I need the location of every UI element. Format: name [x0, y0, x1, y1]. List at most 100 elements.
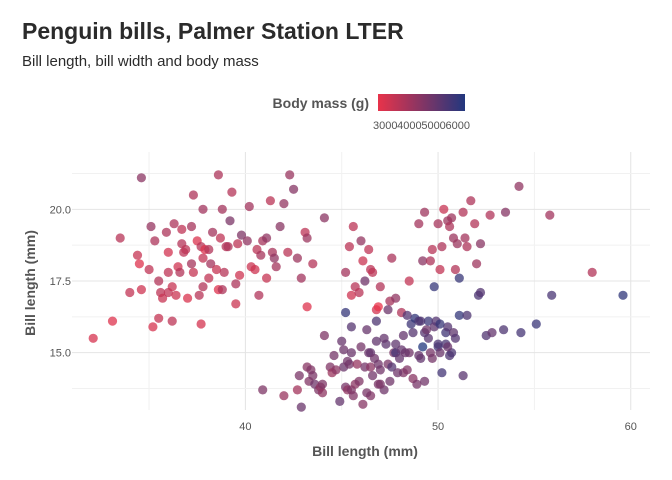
data-point: [335, 396, 345, 406]
data-point: [346, 290, 356, 300]
data-point: [132, 250, 143, 260]
data-point: [231, 279, 241, 289]
data-point: [169, 219, 179, 229]
data-point: [356, 236, 366, 246]
data-point: [369, 353, 380, 363]
data-points: [88, 170, 628, 412]
data-point: [433, 219, 443, 229]
data-point: [292, 253, 302, 263]
data-point: [373, 302, 383, 312]
data-point: [154, 313, 164, 323]
data-point: [144, 264, 154, 275]
y-tick-label: 17.5: [50, 276, 71, 288]
data-point: [256, 250, 266, 260]
legend-title: Body mass (g): [273, 95, 369, 111]
data-point: [250, 264, 260, 275]
data-point: [462, 310, 472, 320]
data-point: [331, 365, 341, 375]
data-point: [466, 196, 476, 206]
data-point: [427, 244, 437, 255]
data-point: [400, 348, 410, 358]
data-point: [454, 310, 464, 320]
data-point: [427, 353, 437, 363]
data-point: [283, 247, 293, 257]
y-tick-label: 20.0: [50, 204, 71, 216]
data-point: [136, 173, 146, 183]
data-point: [418, 342, 428, 352]
data-point: [198, 204, 208, 214]
legend-tick-label: 5000: [421, 120, 445, 132]
data-point: [412, 379, 422, 389]
chart-subtitle: Bill length, bill width and body mass: [22, 53, 259, 70]
data-point: [375, 282, 385, 292]
data-point: [262, 233, 272, 243]
data-point: [402, 365, 412, 375]
data-point: [356, 342, 366, 352]
legend: Body mass (g) 3000 4000 5000 6000: [273, 94, 470, 132]
data-point: [420, 376, 430, 386]
data-point: [175, 267, 185, 277]
data-point: [163, 267, 173, 277]
data-point: [233, 239, 243, 249]
legend-tick-label: 4000: [397, 120, 421, 132]
data-point: [348, 221, 358, 232]
y-tick-label: 15.0: [50, 348, 71, 360]
data-point: [447, 213, 457, 223]
data-point: [423, 333, 433, 343]
data-point: [254, 290, 264, 300]
data-point: [379, 333, 389, 343]
data-point: [198, 253, 208, 263]
data-point: [279, 199, 289, 209]
data-point: [308, 371, 318, 381]
data-point: [183, 293, 193, 303]
data-point: [337, 336, 347, 346]
data-point: [213, 170, 223, 180]
data-point: [235, 270, 245, 280]
data-point: [443, 322, 453, 332]
data-point: [242, 236, 252, 246]
data-point: [161, 227, 171, 237]
data-point: [458, 207, 468, 217]
data-point: [171, 290, 181, 300]
chart-title: Penguin bills, Palmer Station LTER: [22, 18, 404, 44]
data-point: [385, 376, 395, 386]
data-point: [368, 371, 378, 381]
data-point: [354, 376, 364, 386]
data-point: [487, 328, 497, 338]
data-point: [452, 239, 462, 249]
data-point: [435, 348, 445, 358]
data-point: [393, 368, 403, 378]
data-point: [514, 181, 524, 191]
data-point: [362, 325, 372, 335]
x-tick-label: 40: [239, 421, 251, 433]
data-point: [545, 210, 555, 220]
data-point: [225, 216, 235, 226]
data-point: [387, 253, 397, 263]
data-point: [265, 196, 275, 206]
grid: [72, 152, 650, 410]
data-point: [433, 339, 443, 349]
data-point: [88, 333, 98, 343]
data-point: [339, 345, 349, 355]
data-point: [177, 224, 187, 234]
data-point: [348, 391, 358, 401]
data-point: [275, 221, 285, 232]
data-point: [285, 170, 295, 180]
data-point: [289, 184, 299, 194]
data-point: [346, 322, 356, 332]
data-point: [167, 282, 177, 292]
data-point: [269, 253, 279, 263]
data-point: [387, 362, 397, 372]
data-point: [375, 365, 385, 375]
data-point: [429, 282, 439, 292]
x-tick-label: 50: [432, 421, 444, 433]
data-point: [383, 305, 393, 315]
data-point: [258, 385, 268, 395]
data-point: [271, 262, 281, 272]
data-point: [366, 362, 376, 372]
data-point: [279, 391, 289, 401]
data-point: [414, 350, 424, 361]
data-point: [547, 290, 557, 300]
data-point: [329, 350, 339, 361]
